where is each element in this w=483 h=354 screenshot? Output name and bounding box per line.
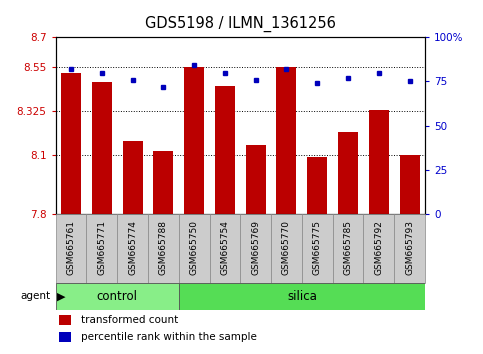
Bar <box>369 110 389 214</box>
Text: GSM665792: GSM665792 <box>374 220 384 275</box>
Text: GSM665774: GSM665774 <box>128 220 137 275</box>
Text: GSM665750: GSM665750 <box>190 220 199 275</box>
Bar <box>179 214 210 283</box>
Text: GSM665754: GSM665754 <box>220 220 229 275</box>
Bar <box>246 145 266 214</box>
Bar <box>271 214 302 283</box>
Text: GSM665785: GSM665785 <box>343 220 353 275</box>
Text: GSM665788: GSM665788 <box>159 220 168 275</box>
Bar <box>210 214 240 283</box>
Bar <box>333 214 364 283</box>
Text: GSM665771: GSM665771 <box>97 220 106 275</box>
Text: GSM665770: GSM665770 <box>282 220 291 275</box>
Bar <box>56 283 179 310</box>
Bar <box>338 132 358 214</box>
Text: silica: silica <box>287 290 317 303</box>
Text: GDS5198 / ILMN_1361256: GDS5198 / ILMN_1361256 <box>145 16 336 32</box>
Bar <box>117 214 148 283</box>
Bar <box>179 283 425 310</box>
Text: GSM665769: GSM665769 <box>251 220 260 275</box>
Bar <box>92 82 112 214</box>
Bar <box>399 155 420 214</box>
Text: agent: agent <box>21 291 51 302</box>
Text: percentile rank within the sample: percentile rank within the sample <box>81 332 256 342</box>
Bar <box>240 214 271 283</box>
Bar <box>364 214 394 283</box>
Text: GSM665793: GSM665793 <box>405 220 414 275</box>
Bar <box>59 332 71 342</box>
Bar <box>86 214 117 283</box>
Bar <box>184 67 204 214</box>
Bar <box>394 214 425 283</box>
Text: GSM665775: GSM665775 <box>313 220 322 275</box>
Bar <box>61 73 81 214</box>
Text: transformed count: transformed count <box>81 315 178 325</box>
Bar <box>148 214 179 283</box>
Bar <box>59 315 71 325</box>
Bar <box>307 157 327 214</box>
Text: GSM665761: GSM665761 <box>67 220 75 275</box>
Bar <box>302 214 333 283</box>
Text: ▶: ▶ <box>57 291 66 302</box>
Text: control: control <box>97 290 138 303</box>
Bar <box>153 151 173 214</box>
Bar <box>56 214 86 283</box>
Bar <box>215 86 235 214</box>
Bar <box>123 141 142 214</box>
Bar <box>276 67 297 214</box>
